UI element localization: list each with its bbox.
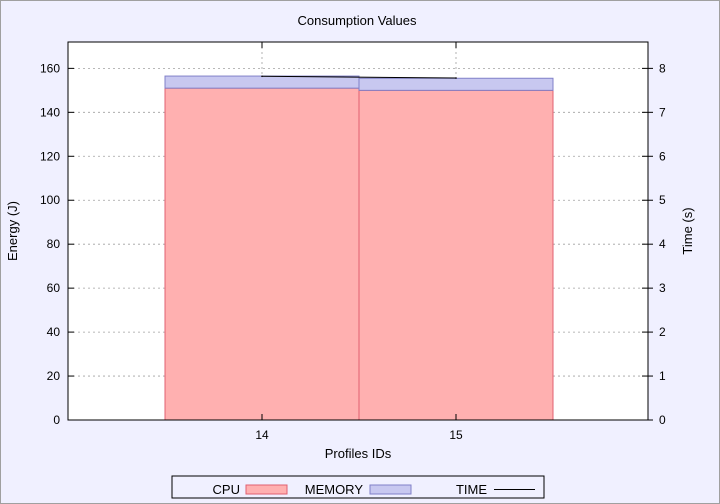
plot-area (67, 41, 649, 421)
legend-label-memory: MEMORY (305, 482, 364, 497)
y2-tick-label: 6 (659, 149, 666, 163)
y2-tick-label: 2 (659, 325, 666, 339)
y2-tick-label: 3 (659, 281, 666, 295)
time-point-14 (261, 75, 263, 78)
bar-cpu-15 (358, 89, 554, 421)
y-axis-label: Energy (J) (5, 201, 20, 261)
time-series-line (261, 75, 457, 79)
y-tick-label: 60 (47, 281, 61, 295)
y-axis-left: 0 20 40 60 80 100 120 140 160 (40, 61, 648, 427)
x-axis: 14 15 (255, 42, 463, 442)
y-tick-label: 160 (40, 61, 60, 75)
legend-swatch-memory (369, 484, 412, 495)
time-line (261, 75, 457, 79)
y2-tick-label: 1 (659, 369, 666, 383)
plot-border (67, 41, 649, 421)
y2-tick-label: 5 (659, 193, 666, 207)
y-tick-label: 120 (40, 149, 60, 163)
y2-tick-label: 7 (659, 105, 666, 119)
legend-label-time: TIME (456, 482, 487, 497)
bar-memory-14 (164, 75, 360, 89)
y-tick-label: 140 (40, 105, 60, 119)
y2-tick-label: 8 (659, 61, 666, 75)
chart-title: Consumption Values (298, 13, 417, 28)
bars (164, 75, 554, 421)
y-tick-label: 100 (40, 193, 60, 207)
y-tick-label: 80 (47, 237, 61, 251)
y-tick-label: 0 (53, 413, 60, 427)
y-tick-label: 20 (47, 369, 61, 383)
legend-label-cpu: CPU (213, 482, 240, 497)
y2-tick-label: 0 (659, 413, 666, 427)
bar-memory-15 (358, 77, 554, 91)
y2-axis-label: Time (s) (680, 207, 695, 254)
time-point-15 (455, 77, 457, 79)
legend-swatch-cpu (245, 484, 288, 495)
y-tick-label: 40 (47, 325, 61, 339)
x-tick-label: 14 (255, 428, 269, 442)
y-axis-right: 0 1 2 3 4 5 6 7 8 (648, 61, 666, 427)
y2-tick-label: 4 (659, 237, 666, 251)
x-axis-label: Profiles IDs (325, 446, 392, 461)
legend: CPU MEMORY TIME (171, 475, 545, 499)
x-tick-label: 15 (449, 428, 463, 442)
bar-cpu-14 (164, 87, 360, 421)
